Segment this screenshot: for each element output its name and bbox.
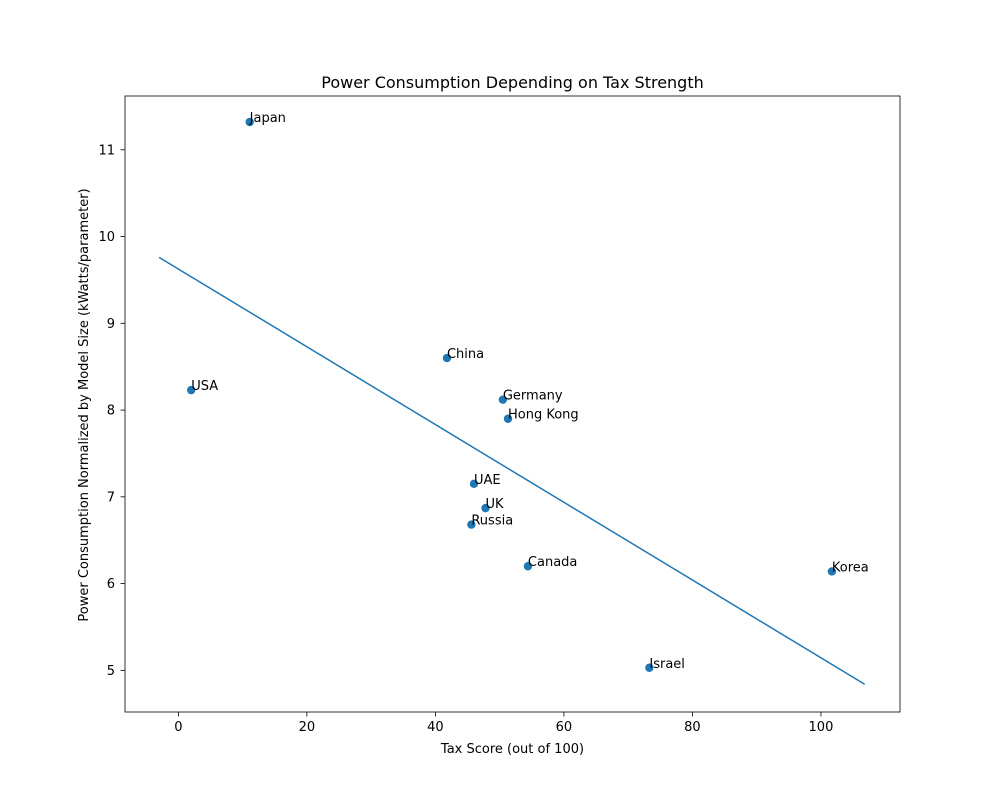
x-tick-label: 0 — [174, 720, 182, 735]
data-point — [469, 479, 479, 489]
data-point — [467, 520, 476, 529]
point-label: Russia — [471, 514, 513, 529]
point-label: Germany — [503, 389, 563, 404]
y-tick-label: 9 — [107, 317, 115, 332]
data-point — [186, 385, 196, 395]
y-axis-label: Power Consumption Normalized by Model Si… — [77, 188, 92, 621]
y-tick-label: 10 — [98, 230, 115, 245]
point-label: Israel — [649, 657, 685, 672]
y-tick-label: 11 — [98, 143, 115, 158]
point-label: Korea — [832, 560, 869, 575]
x-tick-label: 100 — [809, 720, 834, 735]
data-point — [245, 117, 254, 127]
chart-title: Power Consumption Depending on Tax Stren… — [321, 73, 704, 92]
point-label: Canada — [528, 555, 577, 570]
point-label: UAE — [474, 473, 501, 488]
data-point — [827, 567, 837, 576]
point-label: Hong Kong — [508, 408, 579, 423]
x-tick-label: 20 — [299, 720, 316, 735]
data-point — [645, 663, 654, 672]
data-point — [503, 414, 513, 423]
y-tick-label: 8 — [107, 404, 115, 419]
y-tick-label: 6 — [107, 577, 115, 592]
point-label: UK — [486, 497, 505, 512]
y-tick-label: 5 — [107, 664, 115, 679]
x-tick-label: 40 — [427, 720, 444, 735]
trend-line — [158, 256, 866, 685]
data-point — [498, 395, 508, 404]
point-label: Japan — [249, 111, 286, 126]
point-label: USA — [191, 379, 218, 394]
plot-frame — [124, 95, 901, 713]
y-tick-label: 7 — [107, 490, 115, 505]
point-label: China — [447, 347, 484, 362]
x-tick-label: 80 — [684, 720, 701, 735]
plot-area: Japan China USA Germany Hong Kong UAE UK Russia… — [98, 95, 901, 735]
data-point — [523, 562, 533, 571]
x-axis-label: Tax Score (out of 100) — [440, 742, 584, 757]
data-point — [442, 353, 452, 363]
data-point — [481, 503, 490, 513]
x-tick-label: 60 — [556, 720, 573, 735]
